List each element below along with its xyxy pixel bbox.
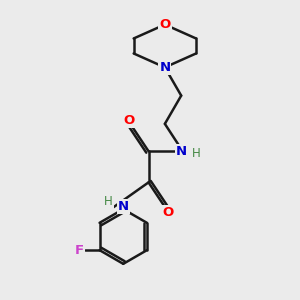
Text: N: N <box>176 145 187 158</box>
Text: H: H <box>192 147 200 160</box>
Text: H: H <box>104 195 113 208</box>
Text: O: O <box>162 206 173 219</box>
Text: N: N <box>159 61 170 74</box>
Text: O: O <box>124 114 135 128</box>
Text: F: F <box>75 244 84 257</box>
Text: N: N <box>118 200 129 213</box>
Text: O: O <box>159 18 170 31</box>
